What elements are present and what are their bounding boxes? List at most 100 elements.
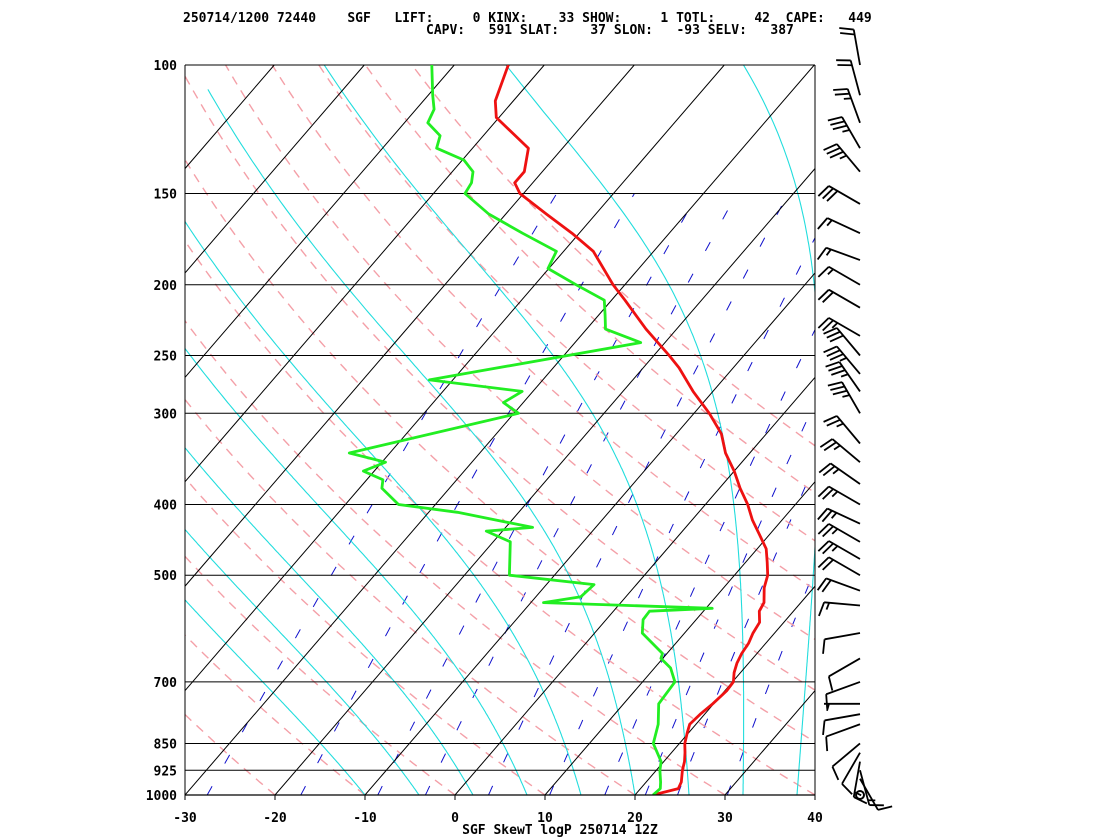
pressure-tick-label: 100 <box>154 59 178 74</box>
wind-barb-column <box>816 27 893 811</box>
pressure-tick-label: 400 <box>154 499 178 514</box>
isotherm-line <box>724 689 815 795</box>
isotherm-line <box>274 167 815 795</box>
moist-adiabat <box>323 65 690 795</box>
mixing-ratio-line <box>488 193 789 795</box>
pressure-tick-label: 150 <box>154 188 178 203</box>
wind-barb <box>836 59 861 96</box>
x-tick-label: 10 <box>537 811 553 826</box>
wind-barb <box>817 540 861 560</box>
moist-adiabat <box>185 528 420 795</box>
wind-barb <box>817 288 861 309</box>
dry-adiabat <box>185 713 276 795</box>
dry-adiabat <box>185 634 366 795</box>
wind-barb <box>827 381 861 414</box>
wind-barb <box>816 246 861 261</box>
x-tick-label: -10 <box>353 811 377 826</box>
moist-adiabat <box>505 65 745 795</box>
pressure-tick-label: 700 <box>154 676 178 691</box>
wind-barb <box>817 523 861 543</box>
chart-title: SGF SkewT logP 250714 12Z <box>462 823 658 838</box>
temperature-profile <box>493 65 770 795</box>
wind-barb <box>833 88 861 124</box>
sounding-profiles <box>347 65 770 795</box>
x-tick-label: 40 <box>807 811 823 826</box>
dewpoint-profile <box>347 65 714 795</box>
pressure-tick-label: 850 <box>154 737 178 752</box>
chart-axes: -30 -20 -10 0 10 20 30 40 100 150 200 250 300 400 500 7… <box>146 59 823 826</box>
isotherm-line <box>0 65 94 795</box>
mixing-ratio-lines <box>206 193 815 795</box>
isotherm-line <box>454 376 815 795</box>
isotherm-line <box>185 65 635 587</box>
mixing-ratio-line <box>424 193 738 795</box>
wind-barb <box>824 702 860 712</box>
wind-barb <box>831 742 861 781</box>
moist-adiabat <box>185 446 474 795</box>
wind-barb <box>825 723 861 752</box>
wind-barb <box>817 317 861 337</box>
x-tick-label: -30 <box>173 811 197 826</box>
wind-barb <box>818 462 861 485</box>
pressure-tick-label: 250 <box>154 349 178 364</box>
wind-barb <box>817 217 861 235</box>
mixing-ratio-line <box>206 193 558 795</box>
pressure-tick-label: 300 <box>154 407 178 422</box>
header-indices-line-2: CAPV: 591 SLAT: 37 SLON: -93 SELV: 387 <box>426 23 794 38</box>
wind-barb <box>852 761 868 805</box>
wind-barb <box>839 27 861 66</box>
isotherm-line <box>634 585 815 795</box>
mixing-ratio-line <box>677 463 815 795</box>
isotherm-line <box>185 65 455 379</box>
isotherm-line <box>185 65 725 692</box>
mixing-ratio-line <box>644 401 815 795</box>
mixing-ratio-line <box>726 568 815 795</box>
wind-barb <box>823 327 861 357</box>
moist-adiabat <box>185 599 366 795</box>
pressure-tick-label: 925 <box>154 764 177 779</box>
isotherm-line <box>185 65 365 274</box>
wind-barb <box>823 143 861 173</box>
dry-adiabat <box>185 319 726 795</box>
x-tick-label: 30 <box>717 811 733 826</box>
pressure-tick-label: 1000 <box>146 789 177 804</box>
isotherm-line <box>814 794 815 795</box>
wind-barb <box>817 556 861 577</box>
isotherm-line <box>364 272 815 795</box>
isotherm-line <box>185 65 545 483</box>
wind-barb <box>817 485 861 506</box>
wind-barb <box>817 185 861 205</box>
header-indices-line-1: 250714/1200 72440 SGF LIFT: 0 KINX: 33 S… <box>183 11 872 26</box>
wind-barb <box>817 265 861 286</box>
dry-adiabat <box>364 65 815 494</box>
dry-adiabat <box>411 65 815 447</box>
dry-adiabat <box>185 476 546 795</box>
dry-adiabat <box>185 555 456 795</box>
mixing-ratio-line <box>300 193 635 795</box>
wind-barb <box>822 632 861 654</box>
x-tick-label: 0 <box>451 811 459 826</box>
wind-barb <box>818 601 861 617</box>
isotherm-line <box>185 65 815 795</box>
moist-adiabat <box>207 89 636 795</box>
isotherm-line <box>544 481 815 795</box>
mixing-ratio-line <box>549 236 815 795</box>
wind-barb <box>855 790 865 800</box>
wind-barb <box>827 116 861 149</box>
dry-adiabat <box>224 65 815 641</box>
wind-barb <box>823 415 861 445</box>
wind-barb <box>823 345 861 375</box>
dry-adiabat <box>185 158 815 743</box>
wind-barb <box>819 438 861 463</box>
wind-barb <box>817 507 861 525</box>
wind-barb <box>825 681 861 709</box>
mixing-ratio-line <box>377 193 699 795</box>
dry-adiabat <box>185 74 815 691</box>
wind-barb <box>822 713 861 736</box>
pressure-tick-label: 500 <box>154 569 178 584</box>
isotherm-lines <box>0 65 815 795</box>
wind-barb <box>841 752 861 795</box>
x-tick-label: -20 <box>263 811 287 826</box>
x-tick-label: 20 <box>627 811 643 826</box>
